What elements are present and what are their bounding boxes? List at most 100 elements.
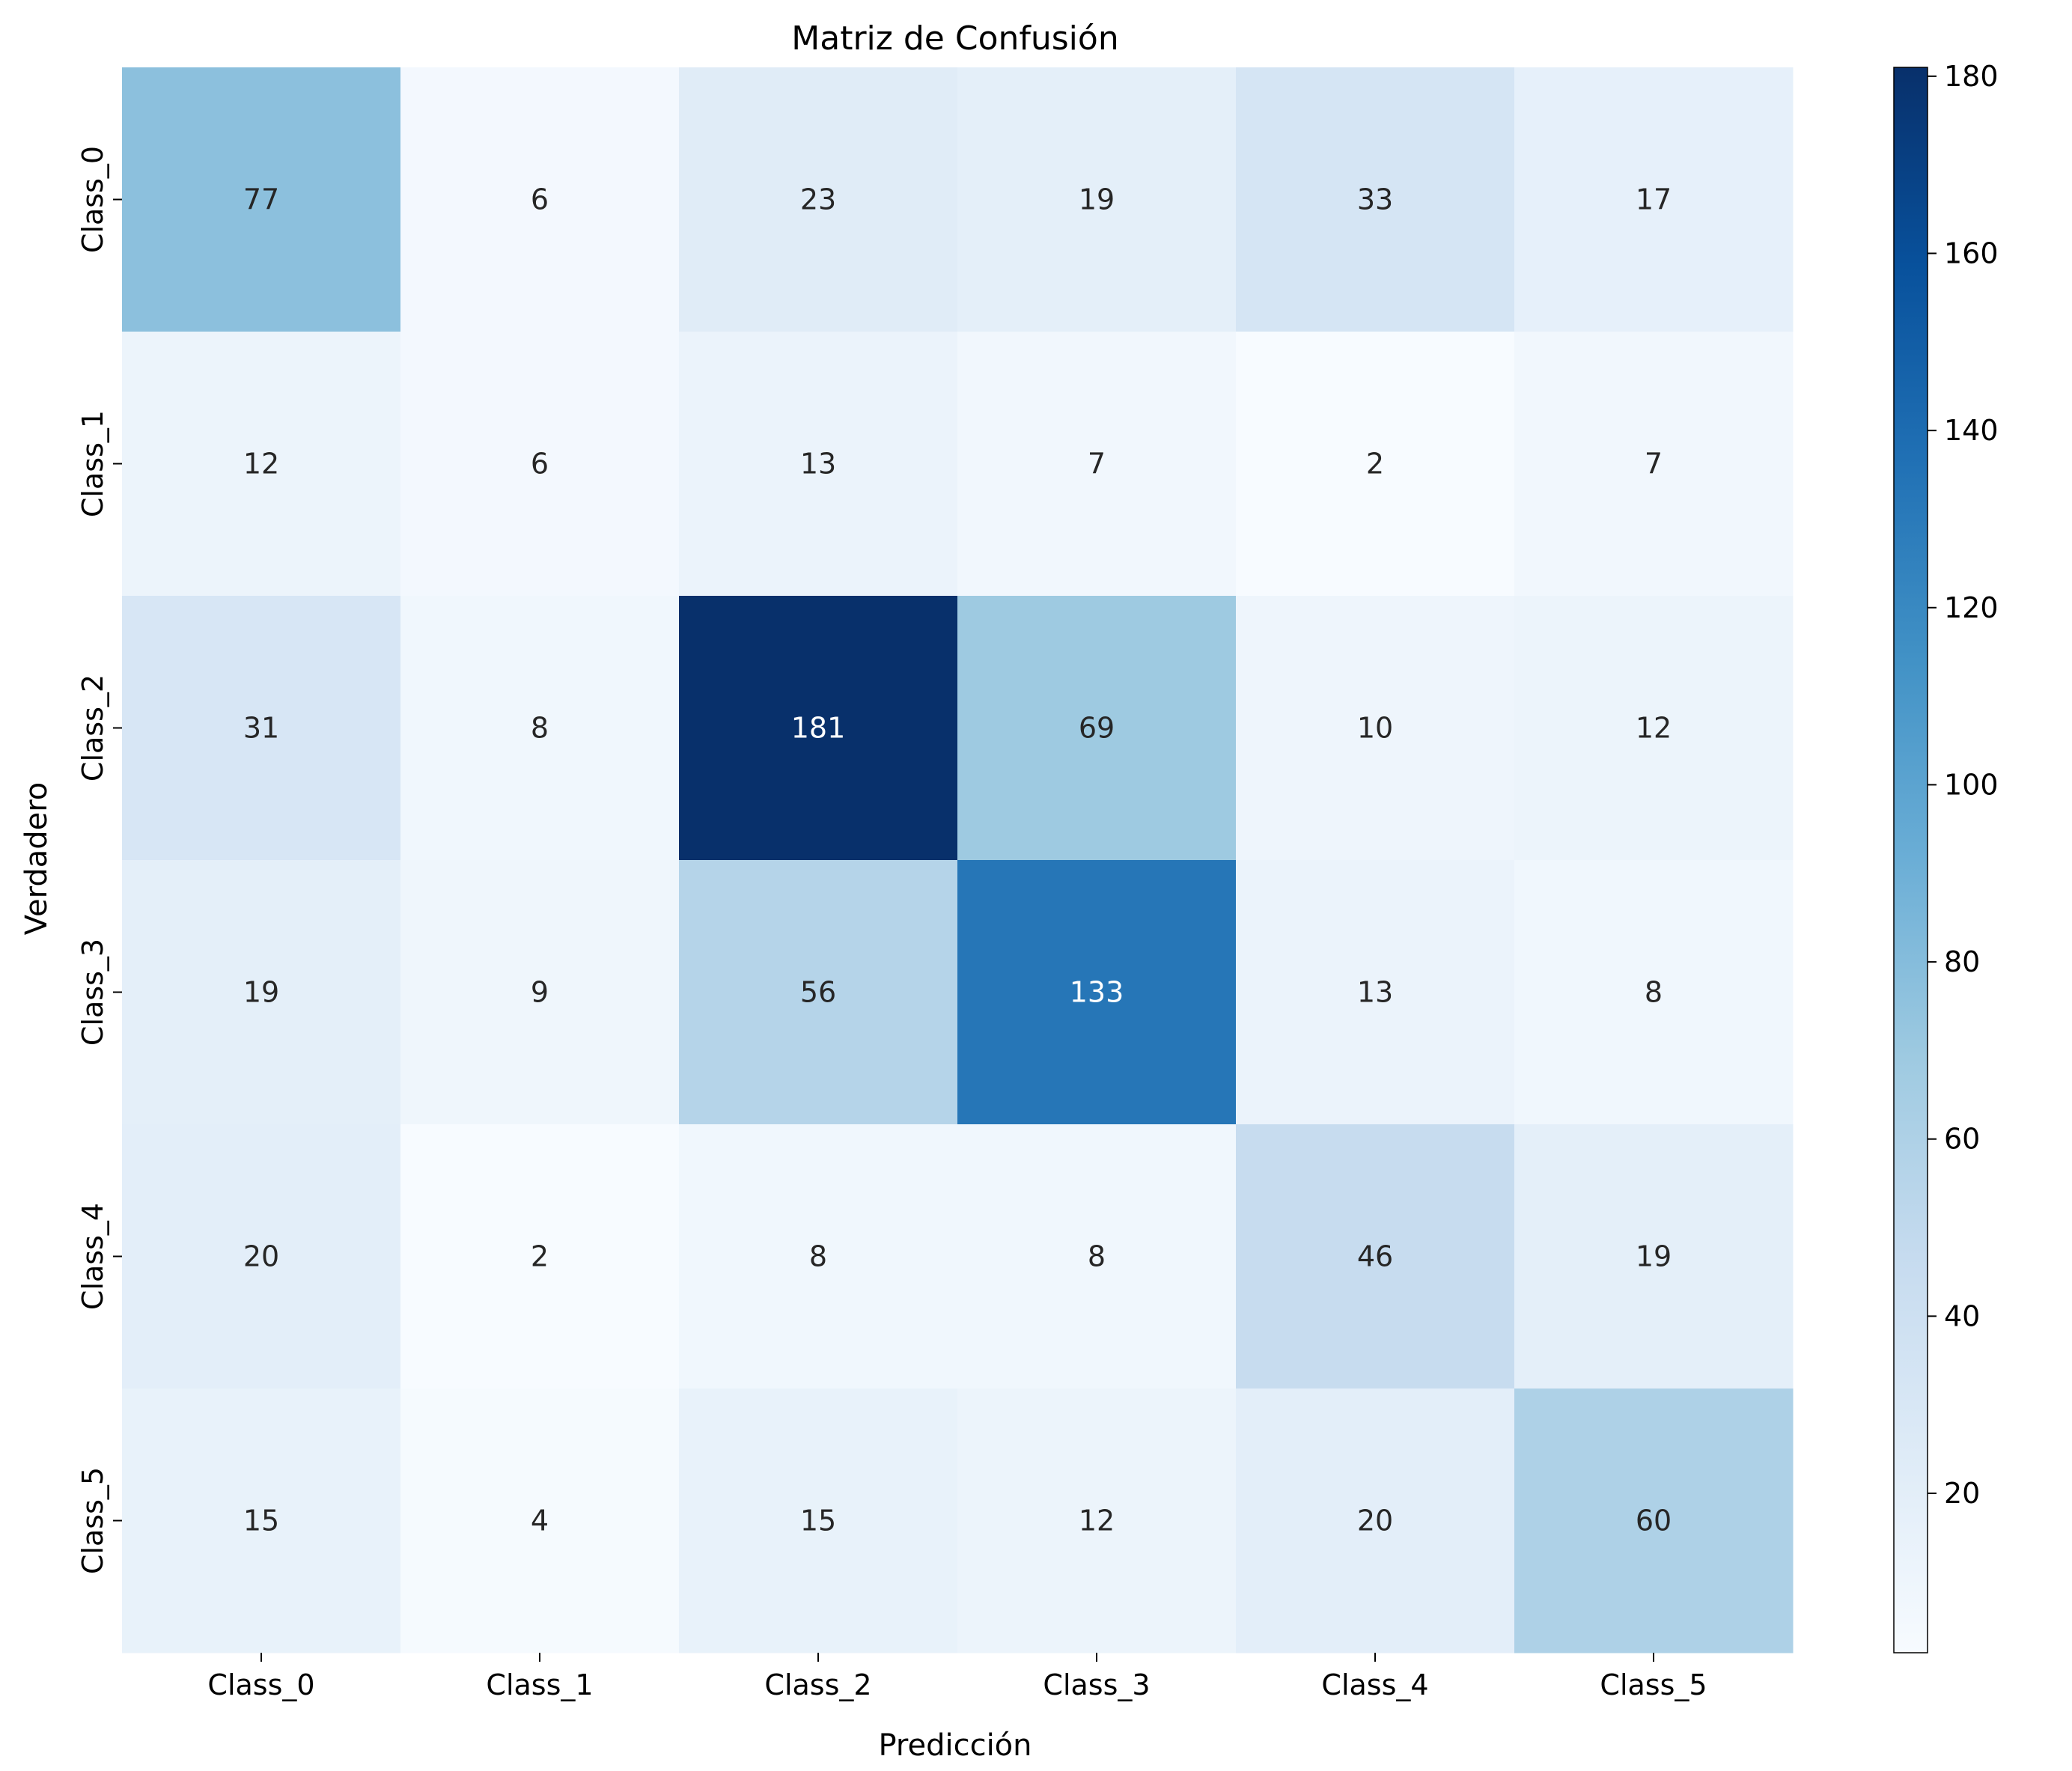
y-axis-ticks: Class_0 Class_1 Class_2 Class_3 Class_4 Class… xyxy=(76,146,122,1574)
heatmap-cell xyxy=(400,332,680,597)
cell-value-label: 23 xyxy=(800,183,836,216)
cell-value-label: 15 xyxy=(800,1505,836,1537)
colorbar-tick-label: 100 xyxy=(1944,768,1999,801)
cell-value-label: 9 xyxy=(531,976,549,1009)
heatmap-cell xyxy=(122,332,401,597)
cell-value-label: 31 xyxy=(243,712,279,745)
cell-value-label: 20 xyxy=(1357,1505,1393,1537)
colorbar-tick-label: 160 xyxy=(1944,237,1999,269)
heatmap-cell xyxy=(679,596,958,861)
x-axis-ticks: Class_0 Class_1 Class_2 Class_3 Class_4 Class… xyxy=(207,1653,1707,1701)
colorbar-tick-label: 140 xyxy=(1944,414,1999,447)
cell-value-label: 133 xyxy=(1070,976,1124,1009)
cell-value-label: 7 xyxy=(1088,448,1106,481)
heatmap-cell xyxy=(400,67,680,332)
heatmap-cell xyxy=(1514,1124,1794,1389)
heatmap-cell xyxy=(957,596,1237,861)
heatmap-cell xyxy=(679,1124,958,1389)
heatmap-cell xyxy=(400,1389,680,1653)
heatmap-cell xyxy=(679,332,958,597)
cell-value-label: 6 xyxy=(531,183,549,216)
heatmap-cells: 77 6 23 19 33 17 12 6 13 7 2 7 31 8 181 69 10 12 19 9 56 133 1… xyxy=(122,67,1794,1653)
colorbar-gradient xyxy=(1894,67,1928,1653)
heatmap-cell xyxy=(1514,596,1794,861)
cell-value-label: 60 xyxy=(1636,1505,1672,1537)
heatmap-cell xyxy=(1514,332,1794,597)
y-tick-label: Class_5 xyxy=(76,1467,109,1574)
heatmap-cell xyxy=(1514,860,1794,1125)
cell-value-label: 181 xyxy=(791,712,846,745)
heatmap-cell xyxy=(122,1124,401,1389)
x-tick-label: Class_3 xyxy=(1043,1668,1150,1701)
y-axis-label: Verdadero xyxy=(19,782,54,936)
cell-value-label: 19 xyxy=(243,976,279,1009)
cell-value-label: 2 xyxy=(531,1240,549,1273)
x-axis-label: Predicción xyxy=(878,1728,1032,1763)
heatmap-cell xyxy=(122,67,401,332)
heatmap-cell xyxy=(957,1124,1237,1389)
cell-value-label: 15 xyxy=(243,1505,279,1537)
cell-value-label: 13 xyxy=(800,448,836,481)
y-tick-label: Class_2 xyxy=(76,674,109,781)
heatmap-cell xyxy=(1236,1389,1515,1653)
heatmap-cell xyxy=(122,860,401,1125)
cell-value-label: 12 xyxy=(1079,1505,1115,1537)
heatmap-cell xyxy=(1514,1389,1794,1653)
heatmap-cell xyxy=(1236,1124,1515,1389)
cell-value-label: 4 xyxy=(531,1505,549,1537)
heatmap-cell xyxy=(957,1389,1237,1653)
cell-value-label: 69 xyxy=(1079,712,1115,745)
cell-value-label: 8 xyxy=(531,712,549,745)
cell-value-label: 77 xyxy=(243,183,279,216)
cell-value-label: 10 xyxy=(1357,712,1393,745)
cell-value-label: 7 xyxy=(1645,448,1663,481)
cell-value-label: 13 xyxy=(1357,976,1393,1009)
colorbar-tick-label: 80 xyxy=(1944,945,1980,978)
heatmap-cell xyxy=(1236,596,1515,861)
heatmap-cell xyxy=(957,332,1237,597)
heatmap-cell xyxy=(1236,67,1515,332)
cell-value-label: 8 xyxy=(1645,976,1663,1009)
heatmap-cell xyxy=(122,1389,401,1653)
colorbar-tick-label: 120 xyxy=(1944,591,1999,624)
y-tick-label: Class_1 xyxy=(76,410,109,517)
heatmap-cell xyxy=(400,860,680,1125)
chart-title: Matriz de Confusión xyxy=(791,19,1118,58)
cell-value-label: 19 xyxy=(1079,183,1115,216)
heatmap-cell xyxy=(1514,67,1794,332)
heatmap-cell xyxy=(679,860,958,1125)
x-tick-label: Class_0 xyxy=(207,1668,314,1701)
y-tick-label: Class_0 xyxy=(76,146,109,253)
cell-value-label: 19 xyxy=(1636,1240,1672,1273)
cell-value-label: 46 xyxy=(1357,1240,1393,1273)
cell-value-label: 6 xyxy=(531,448,549,481)
colorbar: 20 40 60 80 100 120 140 160 180 xyxy=(1893,60,1999,1653)
cell-value-label: 33 xyxy=(1357,183,1393,216)
heatmap-cell xyxy=(679,1389,958,1653)
x-tick-label: Class_1 xyxy=(486,1668,593,1701)
heatmap-cell xyxy=(957,67,1237,332)
heatmap-cell xyxy=(679,67,958,332)
cell-value-label: 20 xyxy=(243,1240,279,1273)
cell-value-label: 8 xyxy=(1088,1240,1106,1273)
cell-value-label: 17 xyxy=(1636,183,1672,216)
cell-value-label: 12 xyxy=(243,448,279,481)
colorbar-frame xyxy=(1893,67,1928,1653)
x-tick-label: Class_5 xyxy=(1600,1668,1707,1701)
colorbar-tick-label: 20 xyxy=(1944,1477,1980,1510)
cell-value-label: 2 xyxy=(1366,448,1384,481)
x-tick-label: Class_2 xyxy=(764,1668,871,1701)
y-tick-label: Class_3 xyxy=(76,939,109,1046)
heatmap-cell xyxy=(122,596,401,861)
colorbar-tick-label: 40 xyxy=(1944,1299,1980,1332)
heatmap-cell xyxy=(400,1124,680,1389)
heatmap-cell xyxy=(1236,332,1515,597)
cell-value-label: 12 xyxy=(1636,712,1672,745)
heatmap-cell xyxy=(1236,860,1515,1125)
cell-value-label: 8 xyxy=(809,1240,827,1273)
heatmap-cell xyxy=(400,596,680,861)
cell-value-label: 56 xyxy=(800,976,836,1009)
colorbar-tick-label: 180 xyxy=(1944,60,1999,93)
x-tick-label: Class_4 xyxy=(1321,1668,1428,1701)
